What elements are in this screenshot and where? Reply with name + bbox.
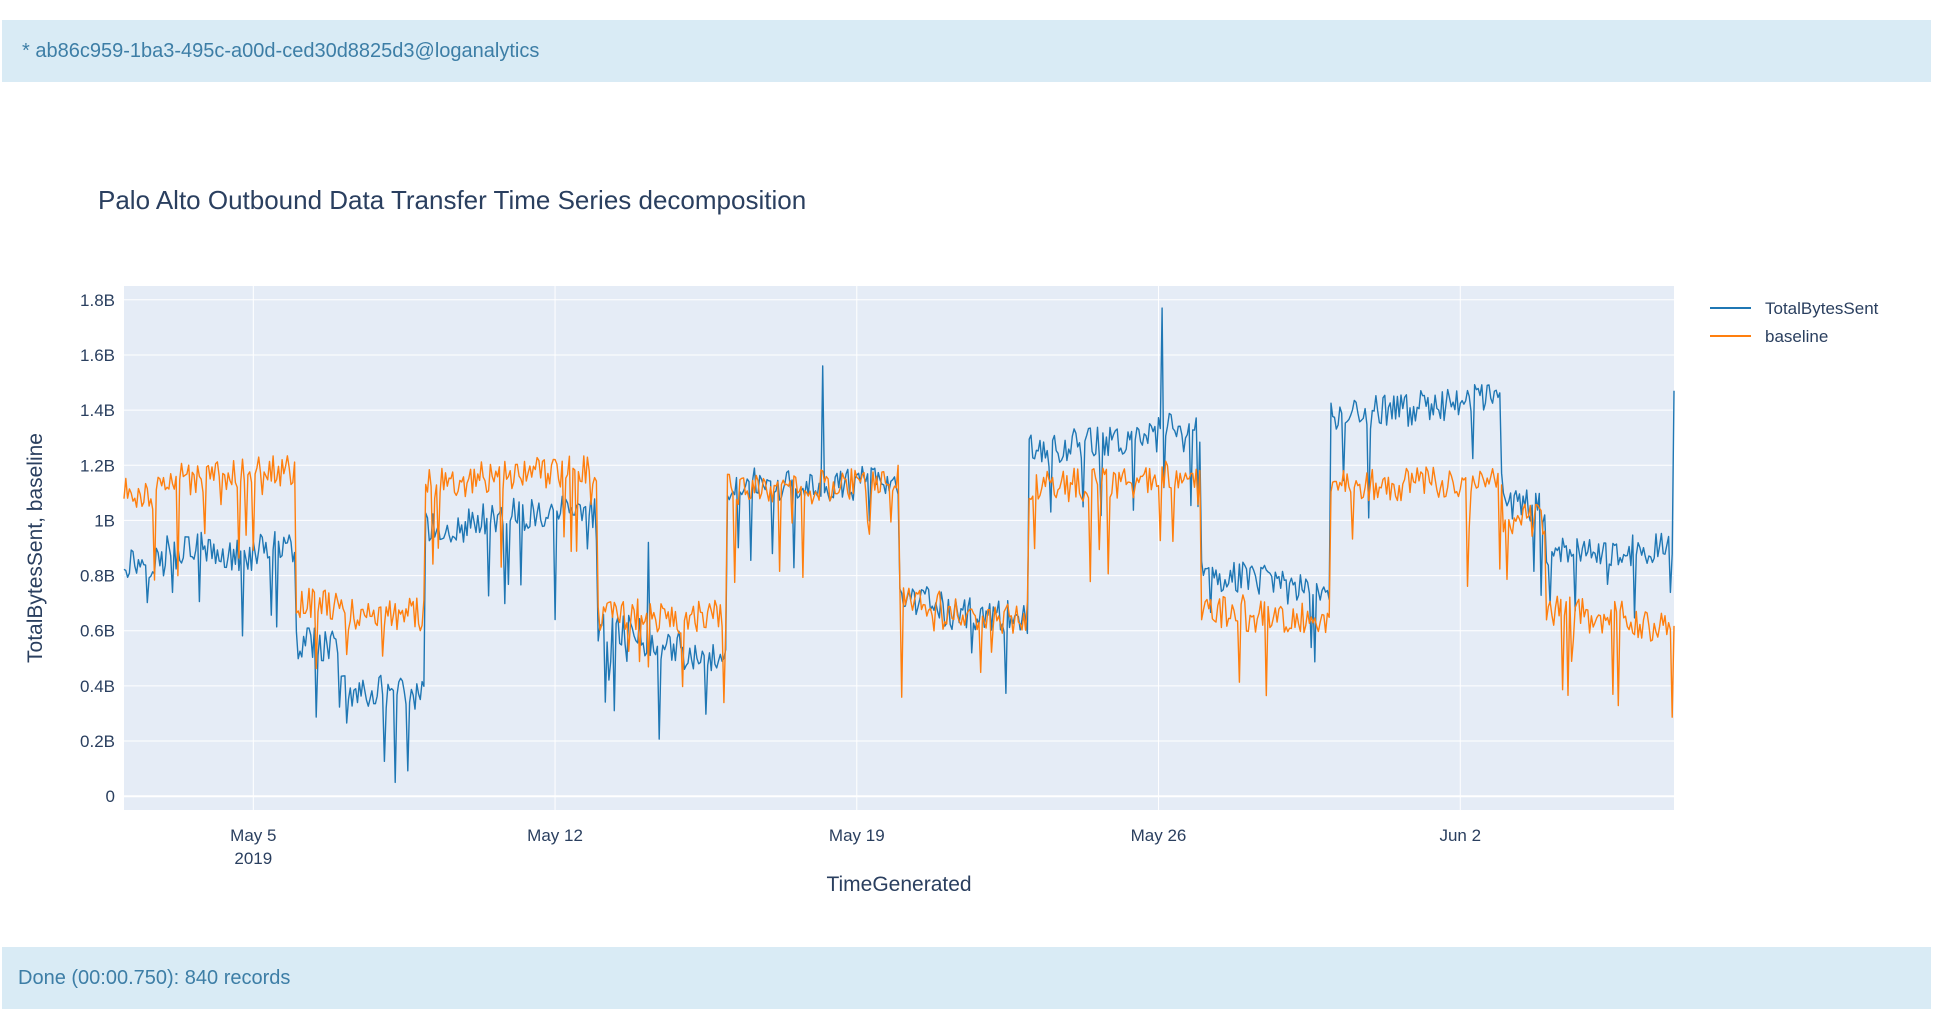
status-bar: Done (00:00.750): 840 records <box>2 947 1931 1009</box>
x-tick-label: Jun 2 <box>1439 826 1481 845</box>
x-tick-label: May 19 <box>829 826 885 845</box>
series-line-baseline <box>123 455 1675 718</box>
y-tick-label: 0.6B <box>80 622 115 641</box>
y-tick-label: 1.8B <box>80 291 115 310</box>
y-axis-title: TotalBytesSent, baseline <box>24 433 47 663</box>
connection-bar: * ab86c959-1ba3-495c-a00d-ced30d8825d3@l… <box>2 20 1931 82</box>
y-tick-label: 0 <box>106 787 115 806</box>
connection-label: * ab86c959-1ba3-495c-a00d-ced30d8825d3@l… <box>22 40 540 62</box>
y-tick-label: 0.2B <box>80 732 115 751</box>
y-tick-label: 0.4B <box>80 677 115 696</box>
legend[interactable]: TotalBytesSent baseline <box>1710 299 1879 346</box>
chart: Palo Alto Outbound Data Transfer Time Se… <box>24 185 1879 896</box>
legend-label: baseline <box>1765 327 1828 346</box>
x-axis: May 5 2019 May 12 May 19 May 26 Jun 2 <box>230 826 1481 868</box>
legend-label: TotalBytesSent <box>1765 299 1879 318</box>
x-axis-title: TimeGenerated <box>826 873 971 896</box>
status-text: Done (00:00.750): 840 records <box>18 967 291 989</box>
y-tick-label: 1.2B <box>80 456 115 475</box>
series-layer <box>123 307 1675 784</box>
y-tick-label: 1.4B <box>80 401 115 420</box>
y-axis: 0 0.2B 0.4B 0.6B 0.8B 1B 1.2B 1.4B 1.6B 1.8B <box>80 291 115 806</box>
x-tick-label: May 5 <box>230 826 276 845</box>
y-tick-label: 1.6B <box>80 346 115 365</box>
x-tick-label: May 26 <box>1131 826 1187 845</box>
x-tick-sublabel: 2019 <box>234 849 272 868</box>
chart-title: Palo Alto Outbound Data Transfer Time Se… <box>98 185 806 215</box>
y-tick-label: 0.8B <box>80 567 115 586</box>
x-tick-label: May 12 <box>527 826 583 845</box>
y-tick-label: 1B <box>94 511 115 530</box>
